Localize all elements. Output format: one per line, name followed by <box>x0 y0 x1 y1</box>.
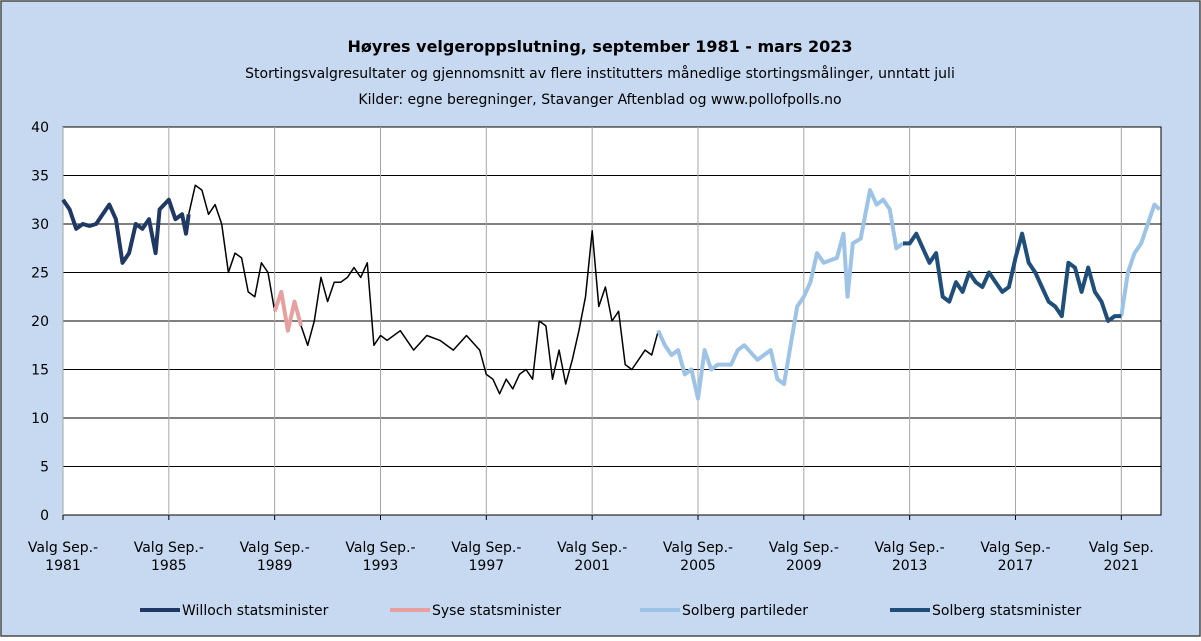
x-tick-label: Valg Sep.-2017 <box>980 540 1050 574</box>
x-tick-label: Valg Sep.-1993 <box>345 540 415 574</box>
series-line <box>272 289 304 333</box>
y-tick-label: 20 <box>31 314 49 330</box>
x-tick-label: Valg Sep.-1985 <box>134 540 204 574</box>
y-tick-label: 10 <box>31 411 49 427</box>
legend-label: Willoch statsminister <box>182 603 329 619</box>
x-tick-label: Valg Sep.-2005 <box>663 540 733 574</box>
legend-label: Solberg partileder <box>682 603 808 619</box>
series-line <box>61 197 191 265</box>
y-tick-label: 35 <box>31 169 49 185</box>
series-line <box>903 231 1122 323</box>
x-tick-label: Valg Sep.-1981 <box>28 540 98 574</box>
legend-label: Solberg statsminister <box>932 603 1082 619</box>
legend-label: Syse statsminister <box>432 603 561 619</box>
y-tick-label: 40 <box>31 120 49 136</box>
y-tick-label: 15 <box>31 363 49 379</box>
chart-title: Høyres velgeroppslutning, september 1981… <box>348 37 853 56</box>
y-tick-label: 25 <box>31 266 49 282</box>
y-tick-label: 5 <box>40 460 49 476</box>
x-tick-label: Valg Sep.-2001 <box>557 540 627 574</box>
x-tick-label: Valg Sep.-1997 <box>451 540 521 574</box>
series-line <box>187 184 660 395</box>
chart-subtitle: Stortingsvalgresultater og gjennomsnitt … <box>245 65 955 82</box>
y-tick-label: 30 <box>31 217 49 233</box>
x-tick-label: Valg Sep.-1989 <box>240 540 310 574</box>
y-tick-label: 0 <box>40 508 49 524</box>
x-tick-label: Valg Sep.-2009 <box>769 540 839 574</box>
chart-source: Kilder: egne beregninger, Stavanger Afte… <box>358 92 841 108</box>
series-line <box>656 188 1162 401</box>
x-tick-label: Valg Sep. 2021 <box>1089 540 1154 574</box>
x-tick-label: Valg Sep.-2013 <box>875 540 945 574</box>
